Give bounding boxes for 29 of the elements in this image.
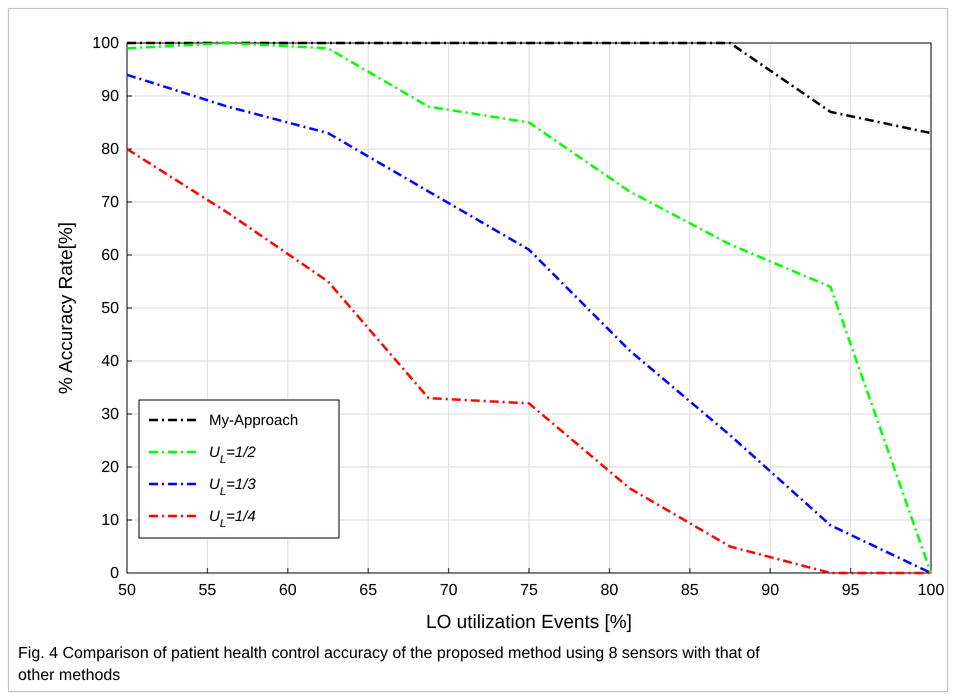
- y-tick-label: 70: [101, 194, 120, 211]
- y-tick-label: 80: [101, 141, 120, 158]
- legend-label: U$_{L}$=1/4: [209, 508, 256, 530]
- y-tick-label: 40: [101, 353, 120, 370]
- y-tick-label: 10: [101, 512, 120, 529]
- y-tick-label: 30: [101, 406, 120, 423]
- y-tick-label: 50: [101, 300, 120, 317]
- y-tick-label: 20: [101, 459, 120, 476]
- x-tick-label: 80: [600, 582, 618, 599]
- x-tick-label: 100: [918, 582, 944, 599]
- x-axis-title: LO utilization Events [%]: [426, 612, 632, 633]
- x-tick-label: 65: [359, 582, 378, 599]
- x-tick-label: 75: [520, 582, 538, 599]
- x-tick-label: 90: [761, 582, 780, 599]
- x-tick-label: 85: [680, 582, 699, 599]
- y-tick-label: 90: [101, 88, 120, 105]
- x-tick-label: 55: [198, 582, 216, 599]
- caption: Fig. 4 Comparison of patient health control accuracy of the proposed method using 8 sensors with that of other methods: [18, 645, 760, 684]
- legend-label: U$_{L}$=1/3: [209, 476, 256, 498]
- y-tick-label: 0: [110, 565, 120, 582]
- x-tick-label: 60: [278, 582, 297, 599]
- x-tick-label: 95: [842, 582, 860, 599]
- legend-label: U$_{L}$=1/2: [209, 444, 256, 466]
- x-tick-label: 70: [440, 582, 458, 599]
- y-axis-title: % Accuracy Rate[%]: [56, 222, 77, 394]
- y-tick-label: 60: [101, 247, 120, 264]
- x-tick-label: 50: [118, 582, 136, 599]
- y-tick-label: 100: [92, 35, 120, 52]
- legend-label: My-Approach: [209, 412, 298, 429]
